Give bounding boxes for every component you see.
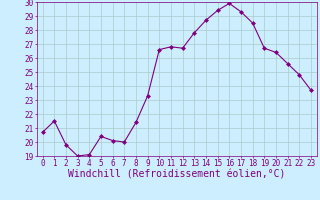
X-axis label: Windchill (Refroidissement éolien,°C): Windchill (Refroidissement éolien,°C) [68, 170, 285, 180]
